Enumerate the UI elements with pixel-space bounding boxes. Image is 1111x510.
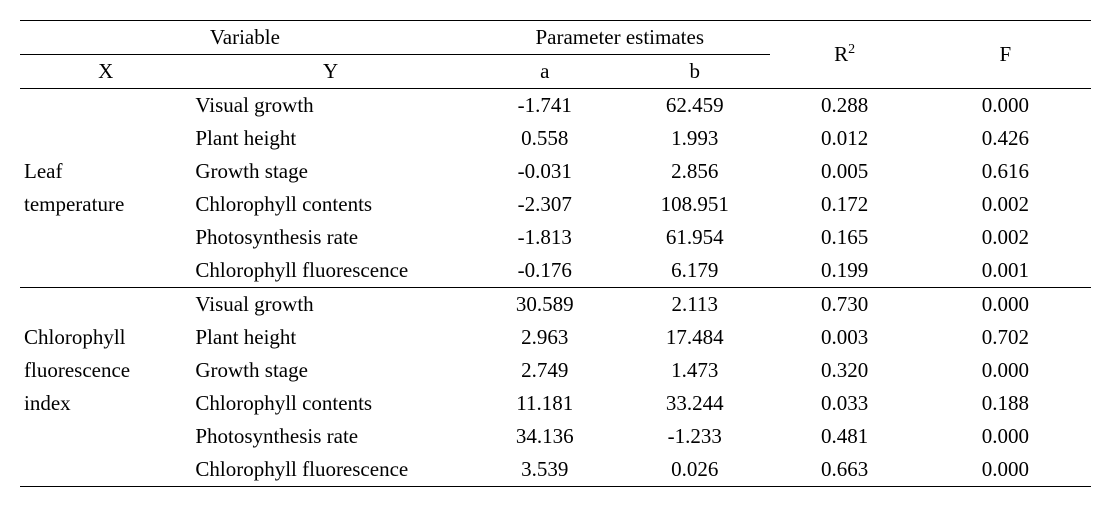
cell-f: 0.000 [920, 288, 1091, 322]
table-row: fluorescenceGrowth stage2.7491.4730.3200… [20, 354, 1091, 387]
cell-b: 61.954 [620, 221, 770, 254]
header-b: b [620, 55, 770, 89]
cell-b: 17.484 [620, 321, 770, 354]
cell-f: 0.426 [920, 122, 1091, 155]
cell-f: 0.002 [920, 221, 1091, 254]
cell-r-squared: 0.288 [770, 89, 920, 123]
cell-y: Photosynthesis rate [191, 221, 469, 254]
group-x-cell [20, 288, 191, 322]
cell-b: 6.179 [620, 254, 770, 288]
cell-a: -0.031 [470, 155, 620, 188]
group-x-cell: fluorescence [20, 354, 191, 387]
cell-y: Growth stage [191, 354, 469, 387]
cell-r-squared: 0.165 [770, 221, 920, 254]
cell-a: 2.963 [470, 321, 620, 354]
cell-a: 2.749 [470, 354, 620, 387]
cell-a: 0.558 [470, 122, 620, 155]
cell-y: Chlorophyll contents [191, 188, 469, 221]
cell-f: 0.616 [920, 155, 1091, 188]
table-row: temperatureChlorophyll contents-2.307108… [20, 188, 1091, 221]
table-row: Visual growth-1.74162.4590.2880.000 [20, 89, 1091, 123]
header-y: Y [191, 55, 469, 89]
cell-r-squared: 0.003 [770, 321, 920, 354]
cell-y: Plant height [191, 122, 469, 155]
table-row: Plant height0.5581.9930.0120.426 [20, 122, 1091, 155]
cell-b: 62.459 [620, 89, 770, 123]
table-row: Chlorophyll fluorescence-0.1766.1790.199… [20, 254, 1091, 288]
cell-r-squared: 0.199 [770, 254, 920, 288]
cell-f: 0.702 [920, 321, 1091, 354]
cell-r-squared: 0.730 [770, 288, 920, 322]
group-x-cell: Leaf [20, 155, 191, 188]
table-body: Visual growth-1.74162.4590.2880.000 Plan… [20, 89, 1091, 487]
group-x-cell [20, 254, 191, 288]
header-r-squared: R2 [770, 21, 920, 89]
group-x-cell [20, 122, 191, 155]
cell-y: Chlorophyll fluorescence [191, 453, 469, 487]
header-a: a [470, 55, 620, 89]
table-row: Photosynthesis rate34.136-1.2330.4810.00… [20, 420, 1091, 453]
cell-b: 1.473 [620, 354, 770, 387]
regression-table: Variable Parameter estimates R2 F X Y a … [20, 20, 1091, 487]
cell-y: Plant height [191, 321, 469, 354]
cell-a: -1.813 [470, 221, 620, 254]
cell-f: 0.000 [920, 89, 1091, 123]
group-x-cell [20, 453, 191, 487]
cell-a: -1.741 [470, 89, 620, 123]
cell-f: 0.000 [920, 453, 1091, 487]
cell-f: 0.001 [920, 254, 1091, 288]
cell-y: Visual growth [191, 89, 469, 123]
cell-a: -0.176 [470, 254, 620, 288]
cell-f: 0.000 [920, 420, 1091, 453]
cell-a: 34.136 [470, 420, 620, 453]
table-row: LeafGrowth stage-0.0312.8560.0050.616 [20, 155, 1091, 188]
cell-b: 33.244 [620, 387, 770, 420]
header-param-estimates: Parameter estimates [470, 21, 770, 55]
cell-r-squared: 0.481 [770, 420, 920, 453]
table-row: Visual growth30.5892.1130.7300.000 [20, 288, 1091, 322]
cell-f: 0.002 [920, 188, 1091, 221]
cell-r-squared: 0.172 [770, 188, 920, 221]
cell-a: 30.589 [470, 288, 620, 322]
cell-r-squared: 0.033 [770, 387, 920, 420]
table-row: Chlorophyll fluorescence3.5390.0260.6630… [20, 453, 1091, 487]
header-x: X [20, 55, 191, 89]
cell-y: Chlorophyll fluorescence [191, 254, 469, 288]
table-row: indexChlorophyll contents11.18133.2440.0… [20, 387, 1091, 420]
group-x-cell [20, 420, 191, 453]
cell-f: 0.188 [920, 387, 1091, 420]
cell-r-squared: 0.005 [770, 155, 920, 188]
cell-a: 3.539 [470, 453, 620, 487]
table-header: Variable Parameter estimates R2 F X Y a … [20, 21, 1091, 89]
group-x-cell: Chlorophyll [20, 321, 191, 354]
cell-a: -2.307 [470, 188, 620, 221]
group-x-cell: temperature [20, 188, 191, 221]
cell-y: Photosynthesis rate [191, 420, 469, 453]
header-variable: Variable [20, 21, 470, 55]
cell-b: 108.951 [620, 188, 770, 221]
cell-b: 2.856 [620, 155, 770, 188]
cell-y: Visual growth [191, 288, 469, 322]
cell-y: Chlorophyll contents [191, 387, 469, 420]
cell-r-squared: 0.320 [770, 354, 920, 387]
cell-b: -1.233 [620, 420, 770, 453]
cell-a: 11.181 [470, 387, 620, 420]
cell-y: Growth stage [191, 155, 469, 188]
header-f: F [920, 21, 1091, 89]
group-x-cell: index [20, 387, 191, 420]
group-x-cell [20, 221, 191, 254]
table-row: ChlorophyllPlant height2.96317.4840.0030… [20, 321, 1091, 354]
cell-b: 1.993 [620, 122, 770, 155]
cell-b: 0.026 [620, 453, 770, 487]
cell-b: 2.113 [620, 288, 770, 322]
cell-r-squared: 0.663 [770, 453, 920, 487]
cell-r-squared: 0.012 [770, 122, 920, 155]
table-row: Photosynthesis rate-1.81361.9540.1650.00… [20, 221, 1091, 254]
group-x-cell [20, 89, 191, 123]
cell-f: 0.000 [920, 354, 1091, 387]
